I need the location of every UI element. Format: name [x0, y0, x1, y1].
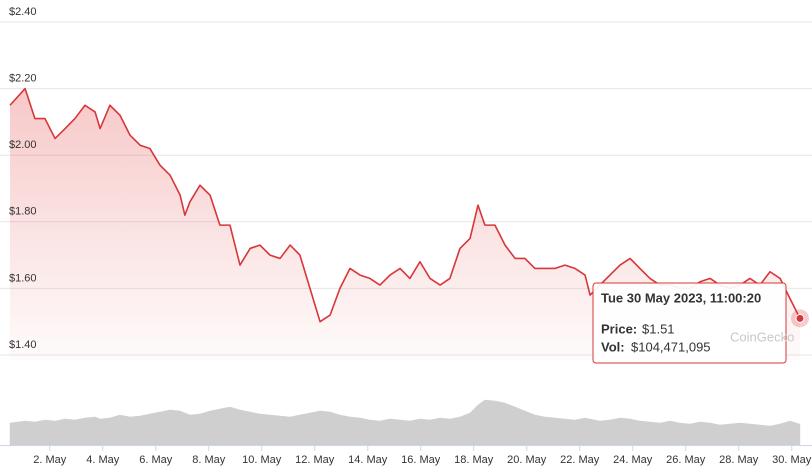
tooltip-value: $1.51	[642, 321, 675, 336]
y-tick-label: $2.00	[9, 139, 37, 151]
x-tick-label: 10. May	[242, 454, 282, 466]
y-tick-label: $1.80	[9, 206, 37, 218]
watermark: CoinGecko	[730, 329, 794, 344]
x-tick-label: 28. May	[719, 454, 759, 466]
x-tick-label: 18. May	[454, 454, 494, 466]
x-tick-label: 4. May	[86, 454, 120, 466]
tooltip-title: Tue 30 May 2023, 11:00:20	[601, 290, 761, 305]
x-tick-label: 30. May	[772, 454, 812, 466]
x-tick-label: 20. May	[507, 454, 547, 466]
tooltip: Tue 30 May 2023, 11:00:20 Price: $1.51 V…	[592, 282, 794, 364]
tooltip-label: Price:	[601, 321, 637, 336]
tooltip-box	[592, 282, 787, 364]
y-tick-label: $1.40	[9, 339, 37, 351]
y-tick-label: $2.20	[9, 73, 37, 85]
x-tick-label: 22. May	[560, 454, 600, 466]
x-tick-label: 6. May	[139, 454, 173, 466]
hover-point	[795, 313, 805, 323]
x-tick-label: 12. May	[295, 454, 335, 466]
x-tick-label: 14. May	[348, 454, 388, 466]
y-tick-label: $1.60	[9, 272, 37, 284]
y-tick-label: $2.40	[9, 6, 37, 18]
x-tick-label: 24. May	[613, 454, 653, 466]
x-tick-label: 16. May	[401, 454, 441, 466]
tooltip-label: Vol:	[601, 339, 625, 354]
tooltip-value: $104,471,095	[631, 339, 711, 354]
x-tick-label: 8. May	[192, 454, 226, 466]
volume-area	[9, 399, 801, 446]
x-tick-label: 26. May	[666, 454, 706, 466]
x-tick-label: 2. May	[33, 454, 67, 466]
